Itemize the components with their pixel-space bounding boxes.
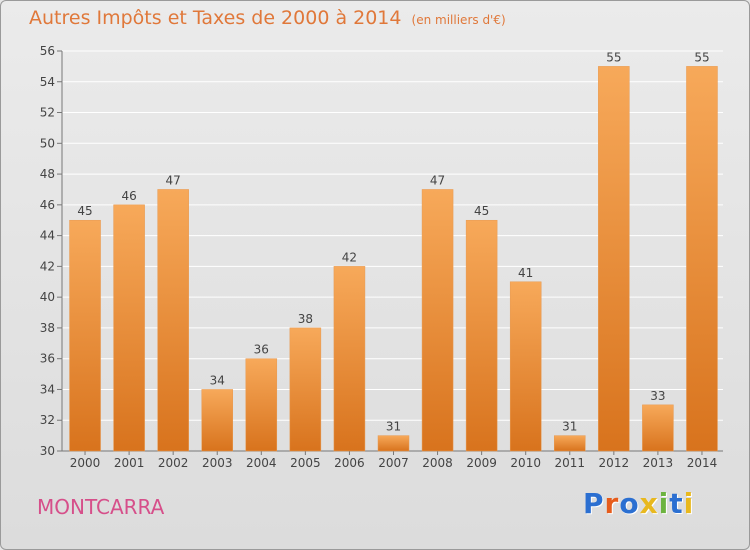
- data-label: 33: [650, 389, 665, 403]
- x-tick-label: 2012: [599, 456, 630, 470]
- data-label: 55: [694, 50, 709, 64]
- data-label: 45: [474, 204, 489, 218]
- data-label: 31: [386, 420, 401, 434]
- bar: [333, 266, 366, 452]
- data-label: 38: [298, 312, 313, 326]
- y-tick-label: 44: [40, 229, 55, 243]
- data-label: 42: [342, 250, 357, 264]
- data-label: 47: [166, 173, 181, 187]
- x-tick-label: 2014: [687, 456, 718, 470]
- chart-title-text: Autres Impôts et Taxes de 2000 à 2014: [29, 7, 402, 29]
- logo-letter: i: [683, 487, 695, 520]
- logo-letter: x: [639, 487, 659, 520]
- x-tick-label: 2007: [378, 456, 409, 470]
- bar: [598, 66, 630, 452]
- bar: [465, 219, 498, 452]
- x-tick-label: 2010: [510, 456, 541, 470]
- data-label: 41: [518, 266, 533, 280]
- bar: [289, 327, 322, 452]
- x-tick-label: 2000: [70, 456, 101, 470]
- y-tick-label: 36: [40, 352, 55, 366]
- data-label: 31: [562, 420, 577, 434]
- y-tick-label: 54: [40, 75, 55, 89]
- y-tick-label: 42: [40, 259, 55, 273]
- y-tick-label: 56: [40, 44, 55, 58]
- x-tick-label: 2006: [334, 456, 365, 470]
- data-label: 34: [210, 373, 225, 387]
- y-tick-label: 46: [40, 198, 55, 212]
- bar: [113, 204, 145, 452]
- data-label: 46: [121, 189, 136, 203]
- y-tick-label: 32: [40, 413, 55, 427]
- bar: [157, 189, 189, 452]
- chart-subtitle: (en milliers d'€): [411, 13, 506, 27]
- x-tick-label: 2011: [554, 456, 585, 470]
- y-tick-label: 48: [40, 167, 55, 181]
- bar: [245, 358, 278, 452]
- chart-title: Autres Impôts et Taxes de 2000 à 2014 (e…: [29, 7, 506, 29]
- x-tick-label: 2002: [158, 456, 189, 470]
- y-tick-label: 40: [40, 290, 55, 304]
- logo-letter: i: [658, 487, 670, 520]
- bars: 45 46 47 34 36 38 42 31 47 45 41 31 55 33 55: [69, 50, 718, 452]
- y-tick-label: 34: [40, 382, 55, 396]
- data-label: 45: [77, 204, 92, 218]
- logo-letter: P: [583, 487, 605, 520]
- x-tick-label: 2005: [290, 456, 321, 470]
- y-tick-label: 30: [40, 444, 55, 458]
- logo-letter: r: [604, 487, 620, 520]
- data-label: 55: [606, 50, 621, 64]
- x-tick-label: 2013: [643, 456, 674, 470]
- data-label: 36: [254, 343, 269, 357]
- x-tick-label: 2003: [202, 456, 233, 470]
- x-tick-label: 2001: [114, 456, 145, 470]
- logo-letter: t: [669, 487, 684, 520]
- bar: [421, 189, 454, 452]
- proxiti-logo: Proxiti: [583, 487, 694, 520]
- bar: [377, 435, 410, 452]
- x-tick-label: 2008: [422, 456, 453, 470]
- x-tick-label: 2009: [466, 456, 497, 470]
- location-name: MONTCARRA: [37, 495, 165, 519]
- bar: [509, 281, 542, 452]
- y-tick-label: 52: [40, 106, 55, 120]
- logo-letter: o: [619, 487, 640, 520]
- bar: [69, 219, 101, 452]
- bar: [686, 66, 718, 452]
- data-label: 47: [430, 173, 445, 187]
- x-tick-label: 2004: [246, 456, 277, 470]
- bar: [642, 404, 674, 452]
- bar: [201, 389, 233, 452]
- y-tick-label: 50: [40, 136, 55, 150]
- bar: [554, 435, 586, 452]
- y-tick-label: 38: [40, 321, 55, 335]
